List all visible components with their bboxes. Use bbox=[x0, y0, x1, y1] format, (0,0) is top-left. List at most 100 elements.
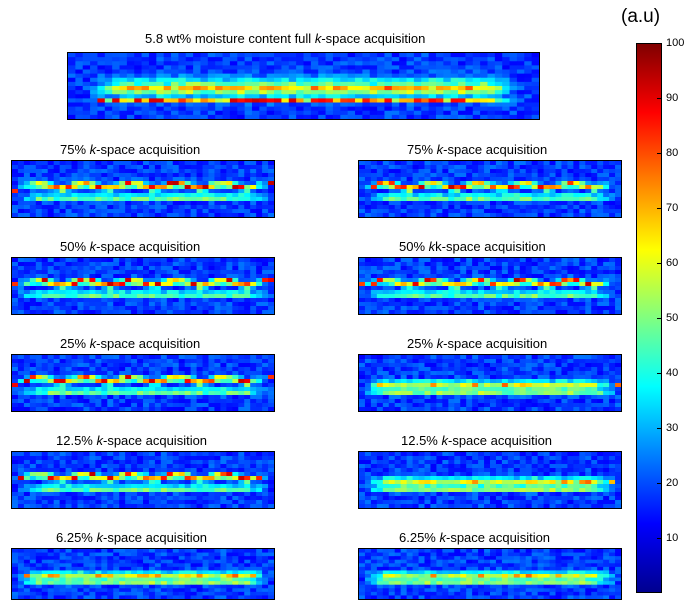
heatmap-cell bbox=[394, 165, 402, 170]
heatmap-cell bbox=[430, 290, 437, 295]
heatmap-cell bbox=[95, 294, 102, 299]
heatmap-cell bbox=[82, 61, 91, 66]
heatmap-cell bbox=[388, 177, 396, 182]
heatmap-cell bbox=[220, 464, 227, 469]
heatmap-cell bbox=[23, 387, 31, 392]
heatmap-cell bbox=[35, 387, 43, 392]
heatmap-cell bbox=[148, 53, 157, 58]
heatmap-cell bbox=[148, 185, 156, 190]
heatmap-cell bbox=[29, 258, 37, 263]
heatmap-cell bbox=[478, 379, 485, 384]
heatmap-cell bbox=[430, 270, 437, 275]
heatmap-cell bbox=[370, 310, 378, 314]
heatmap-cell bbox=[591, 367, 598, 372]
heatmap-cell bbox=[394, 169, 402, 174]
heatmap-cell bbox=[112, 73, 121, 79]
heatmap-cell bbox=[101, 177, 108, 182]
heatmap-cell bbox=[579, 185, 586, 190]
heatmap-cell bbox=[406, 205, 414, 210]
heatmap-cell bbox=[531, 57, 539, 62]
heatmap-cell bbox=[12, 456, 19, 461]
heatmap-cell bbox=[238, 266, 245, 271]
heatmap-cell bbox=[229, 73, 238, 79]
heatmap-cell bbox=[579, 278, 586, 283]
heatmap-cell bbox=[370, 209, 378, 214]
heatmap-cell bbox=[362, 61, 371, 66]
heatmap-cell bbox=[555, 407, 563, 411]
heatmap-cell bbox=[364, 173, 372, 178]
heatmap-cell bbox=[172, 456, 180, 461]
heatmap-cell bbox=[454, 391, 461, 396]
heatmap-cell bbox=[615, 197, 621, 202]
heatmap-cell bbox=[597, 367, 604, 372]
heatmap-cell bbox=[23, 262, 31, 267]
heatmap-cell bbox=[537, 371, 545, 376]
heatmap-cell bbox=[65, 371, 73, 376]
heatmap-cell bbox=[454, 355, 461, 360]
heatmap-cell bbox=[325, 98, 334, 104]
heatmap-cell bbox=[591, 193, 598, 198]
heatmap-cell bbox=[202, 266, 210, 271]
heatmap-cell bbox=[65, 355, 73, 360]
heatmap-cell bbox=[193, 69, 202, 75]
heatmap-cell bbox=[501, 173, 509, 178]
heatmap-cell bbox=[555, 294, 563, 299]
heatmap-cell bbox=[370, 407, 378, 411]
heatmap-cell bbox=[97, 69, 106, 75]
heatmap-cell bbox=[561, 286, 568, 291]
heatmap-cell bbox=[400, 395, 408, 400]
heatmap-cell bbox=[214, 262, 221, 267]
heatmap-cell bbox=[148, 209, 156, 214]
heatmap-cell bbox=[543, 290, 551, 295]
heatmap-cell bbox=[597, 201, 604, 206]
heatmap-cell bbox=[579, 262, 586, 267]
heatmap-cell bbox=[41, 294, 49, 299]
heatmap-cell bbox=[448, 282, 455, 287]
heatmap-cell bbox=[555, 375, 563, 380]
heatmap-cell bbox=[399, 98, 408, 104]
heatmap-cell bbox=[484, 286, 491, 291]
heatmap-cell bbox=[35, 201, 43, 206]
heatmap-cell bbox=[266, 114, 275, 119]
heatmap-cell bbox=[428, 86, 437, 91]
heatmap-cell bbox=[137, 262, 144, 267]
heatmap-cell bbox=[23, 403, 31, 408]
heatmap-cell bbox=[131, 266, 138, 271]
heatmap-cell bbox=[190, 298, 198, 303]
heatmap-cell bbox=[214, 310, 221, 314]
heatmap-cell bbox=[53, 181, 61, 186]
heatmap-cell bbox=[202, 213, 210, 217]
heatmap-cell bbox=[196, 181, 204, 186]
heatmap-cell bbox=[460, 173, 467, 178]
heatmap-cell bbox=[172, 193, 180, 198]
heatmap-cell bbox=[495, 375, 503, 380]
heatmap-cell bbox=[143, 363, 150, 368]
heatmap-cell bbox=[412, 387, 420, 392]
heatmap-cell bbox=[507, 294, 515, 299]
heatmap-cell bbox=[12, 403, 19, 408]
heatmap-cell bbox=[71, 189, 79, 194]
heatmap-cell bbox=[190, 165, 198, 170]
heatmap-cell bbox=[95, 189, 102, 194]
heatmap-cell bbox=[65, 359, 73, 364]
heatmap-cell bbox=[480, 98, 489, 104]
heatmap-cell bbox=[160, 452, 168, 457]
heatmap-cell bbox=[359, 262, 366, 267]
heatmap-cell bbox=[597, 209, 604, 214]
heatmap-cell bbox=[377, 114, 386, 119]
heatmap-cell bbox=[460, 403, 467, 408]
heatmap-cell bbox=[561, 205, 568, 210]
heatmap-cell bbox=[75, 90, 84, 95]
heatmap-cell bbox=[65, 266, 73, 271]
heatmap-cell bbox=[359, 310, 366, 314]
heatmap-cell bbox=[359, 282, 366, 287]
heatmap-cell bbox=[495, 310, 503, 314]
heatmap-cell bbox=[238, 460, 245, 465]
heatmap-cell bbox=[543, 391, 551, 396]
heatmap-cell bbox=[478, 282, 485, 287]
heatmap-cell bbox=[268, 177, 274, 182]
heatmap-cell bbox=[101, 464, 108, 469]
heatmap-cell bbox=[478, 310, 485, 314]
heatmap-cell bbox=[495, 213, 503, 217]
heatmap-cell bbox=[89, 399, 96, 404]
